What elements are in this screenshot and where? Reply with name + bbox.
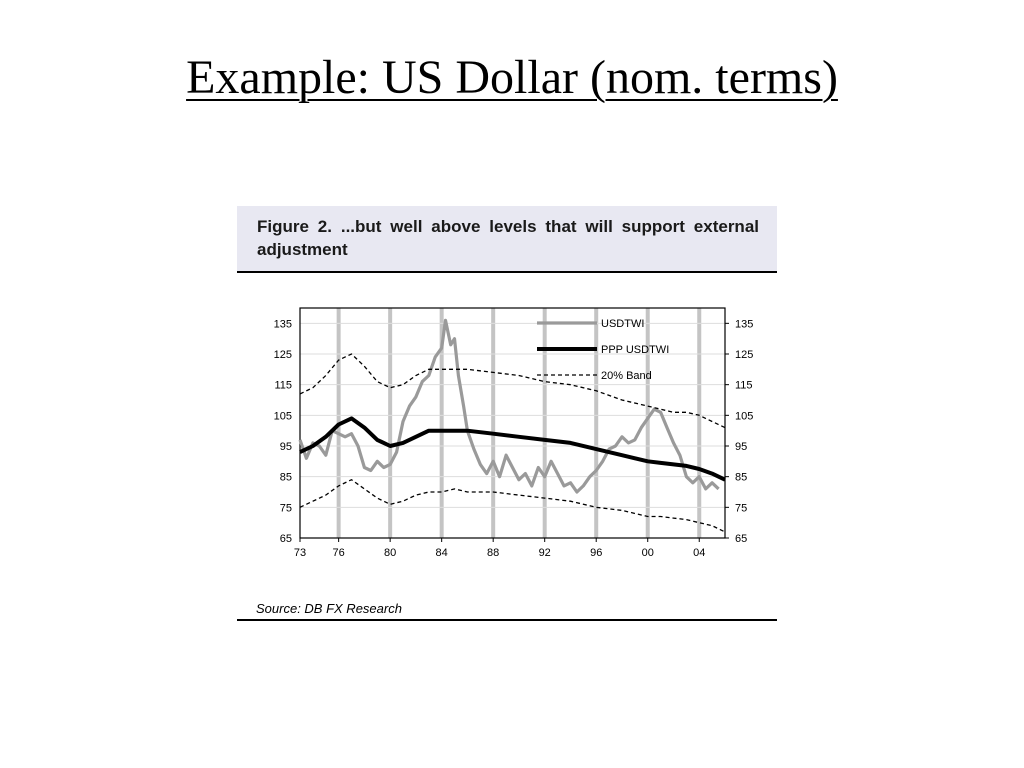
y-tick-label-left-135: 135 <box>274 318 292 330</box>
line-chart: 73 76 80 84 88 92 96 00 04 65 65 75 75 85 85 95 95 105 105… <box>274 307 754 559</box>
x-tick-label-92: 92 <box>539 547 551 559</box>
series-lines <box>298 318 726 533</box>
axes: 73 76 80 84 88 92 96 00 04 65 65 75 75 85 85 95 95 105 105… <box>274 318 754 559</box>
y-tick-label-right-75: 75 <box>735 502 747 514</box>
y-tick-label-right-65: 65 <box>735 533 747 545</box>
grid-lines <box>300 308 725 538</box>
legend-label-2: PPP USDTWI <box>601 344 669 356</box>
y-tick-label-left-95: 95 <box>280 441 292 453</box>
x-tick-label-84: 84 <box>436 547 448 559</box>
y-tick-label-right-95: 95 <box>735 441 747 453</box>
y-tick-label-right-115: 115 <box>735 380 753 392</box>
y-tick-label-left-115: 115 <box>274 380 292 392</box>
x-tick-label-73: 73 <box>294 547 306 559</box>
x-tick-label-76: 76 <box>333 547 345 559</box>
y-tick-label-right-105: 105 <box>735 410 753 422</box>
source-note: Source: DB FX Research <box>256 601 402 616</box>
x-tick-label-04: 04 <box>693 547 705 559</box>
y-tick-label-left-75: 75 <box>280 502 292 514</box>
bottom-divider <box>237 619 777 621</box>
legend-label-3: 20% Band <box>601 370 652 382</box>
slide-title: Example: US Dollar (nom. terms) <box>186 51 838 104</box>
x-tick-label-00: 00 <box>642 547 654 559</box>
series-line-3 <box>299 353 726 429</box>
series-line-2 <box>299 416 726 482</box>
x-tick-label-96: 96 <box>590 547 602 559</box>
figure-caption: Figure 2. ...but well above levels that … <box>237 206 777 273</box>
series-line-1 <box>298 318 720 494</box>
y-tick-label-right-85: 85 <box>735 472 747 484</box>
x-tick-label-80: 80 <box>384 547 396 559</box>
plot-area <box>299 307 726 539</box>
y-tick-label-right-125: 125 <box>735 349 753 361</box>
series-line-4 <box>299 478 726 533</box>
y-tick-label-left-125: 125 <box>274 349 292 361</box>
legend-label-1: USDTWI <box>601 318 644 330</box>
x-tick-label-88: 88 <box>487 547 499 559</box>
y-tick-label-left-65: 65 <box>280 533 292 545</box>
figure-panel: Figure 2. ...but well above levels that … <box>237 206 777 273</box>
y-tick-label-left-85: 85 <box>280 472 292 484</box>
y-tick-label-left-105: 105 <box>274 410 292 422</box>
chart-legend: USDTWI PPP USDTWI 20% Band <box>537 318 669 382</box>
y-tick-label-right-135: 135 <box>735 318 753 330</box>
